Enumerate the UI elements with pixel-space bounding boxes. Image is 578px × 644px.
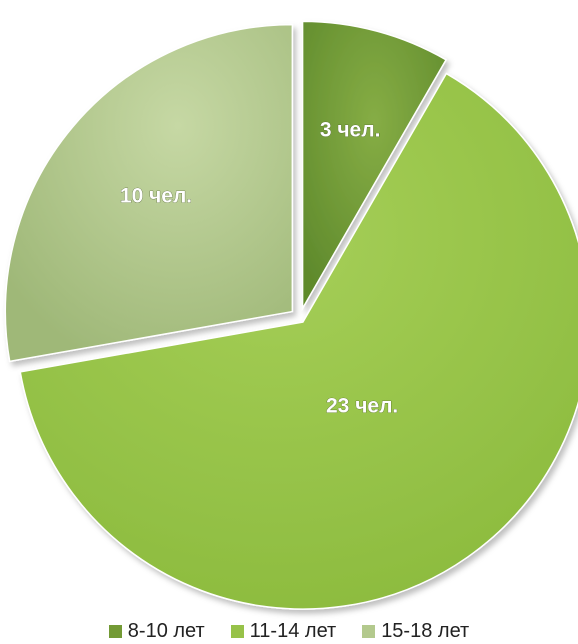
- legend-label: 8-10 лет: [127, 619, 205, 642]
- legend-swatch: [230, 624, 244, 638]
- slice-label-11-14: 23 чел.: [326, 394, 398, 417]
- legend-swatch: [362, 624, 376, 638]
- legend-item-8-10: 8-10 лет: [108, 619, 205, 643]
- legend-label: 15-18 лет: [381, 619, 470, 642]
- legend-item-11-14: 11-14 лет: [230, 619, 337, 643]
- legend-swatch: [108, 624, 122, 638]
- slice-15-18: [4, 23, 294, 363]
- legend: 8-10 лет 11-14 лет 15-18 лет: [0, 618, 578, 644]
- slice-label-8-10: 3 чел.: [320, 118, 381, 141]
- legend-item-15-18: 15-18 лет: [362, 620, 469, 643]
- slice-8-10: [301, 20, 448, 312]
- slice-11-14: [19, 72, 578, 610]
- legend-label: 11-14 лет: [249, 619, 337, 642]
- slice-label-15-18: 10 чел.: [120, 185, 192, 208]
